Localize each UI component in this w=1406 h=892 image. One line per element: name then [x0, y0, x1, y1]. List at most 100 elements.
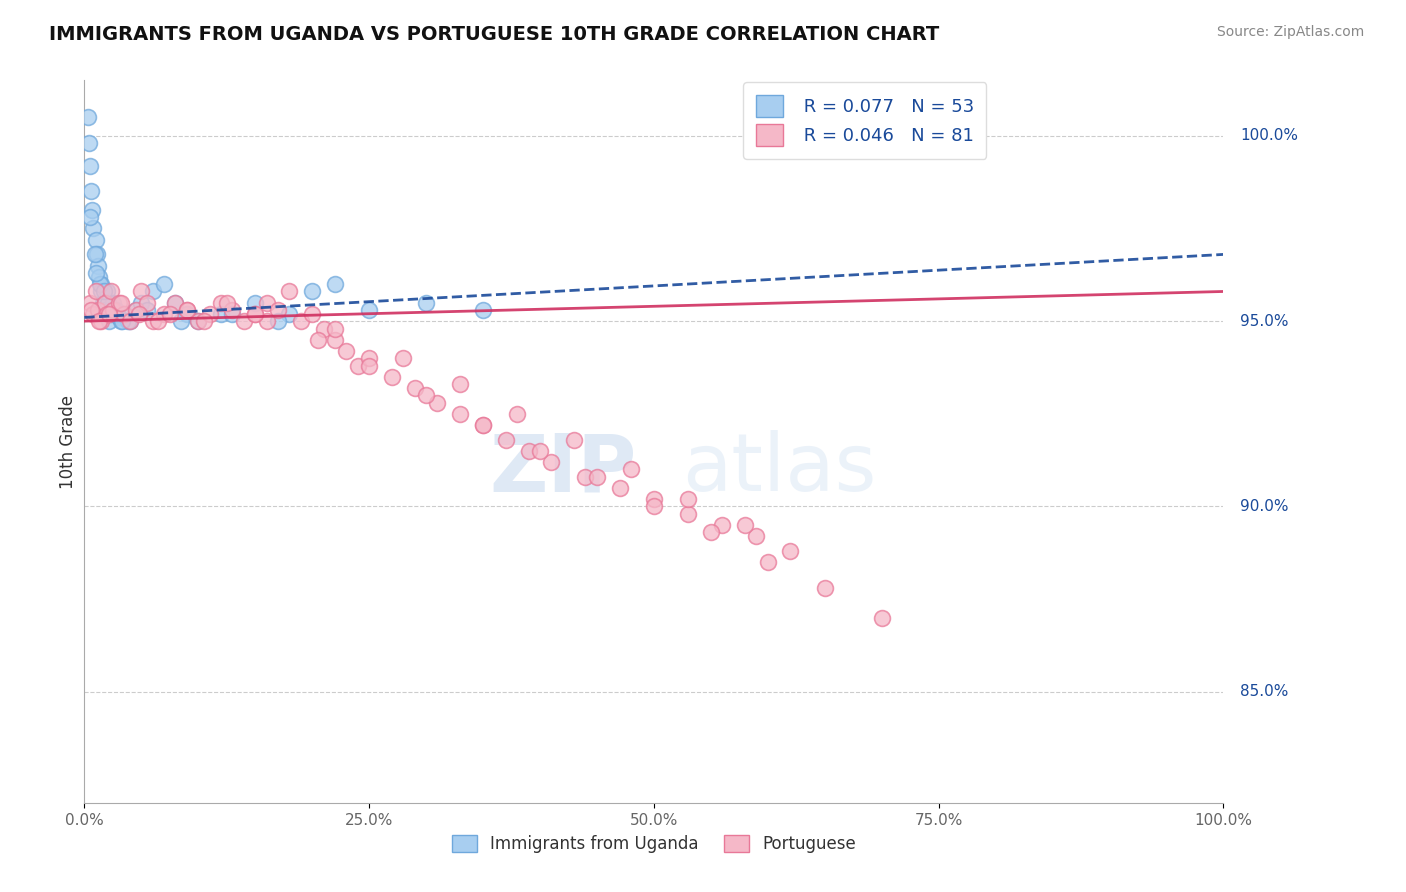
Point: [91, 295, 114, 310]
Point: [82, 221, 104, 235]
Point: [79, 159, 101, 173]
Point: [415, 295, 437, 310]
Point: [87, 259, 110, 273]
Point: [734, 517, 756, 532]
Point: [142, 285, 165, 299]
Point: [124, 303, 146, 318]
Point: [381, 369, 404, 384]
Point: [267, 314, 290, 328]
Point: [562, 433, 585, 447]
Point: [198, 307, 221, 321]
Point: [90, 285, 112, 299]
Point: [103, 303, 125, 318]
Point: [107, 310, 129, 325]
Point: [94, 295, 117, 310]
Point: [415, 388, 437, 402]
Point: [392, 351, 415, 366]
Point: [98, 314, 121, 328]
Point: [80, 185, 103, 199]
Point: [472, 303, 495, 318]
Point: [221, 307, 243, 321]
Text: 85.0%: 85.0%: [1240, 684, 1289, 699]
Point: [90, 314, 112, 328]
Point: [90, 277, 112, 291]
Point: [187, 314, 209, 328]
Point: [676, 507, 699, 521]
Point: [100, 285, 122, 299]
Point: [93, 285, 115, 299]
Point: [323, 321, 346, 335]
Point: [86, 247, 108, 261]
Point: [112, 307, 135, 321]
Point: [117, 314, 139, 328]
Text: 95.0%: 95.0%: [1240, 314, 1289, 328]
Point: [245, 307, 267, 321]
Point: [506, 407, 529, 421]
Point: [100, 307, 122, 321]
Point: [97, 295, 120, 310]
Point: [711, 517, 734, 532]
Point: [620, 462, 643, 476]
Point: [118, 314, 141, 328]
Point: [98, 307, 121, 321]
Point: [449, 407, 471, 421]
Point: [307, 333, 329, 347]
Point: [301, 285, 323, 299]
Point: [84, 233, 107, 247]
Point: [136, 295, 159, 310]
Point: [232, 314, 254, 328]
Point: [77, 136, 100, 151]
Point: [517, 443, 540, 458]
Point: [142, 314, 165, 328]
Point: [159, 307, 181, 321]
Point: [153, 277, 176, 291]
Point: [700, 525, 723, 540]
Point: [131, 295, 153, 310]
Point: [101, 303, 124, 318]
Point: [165, 295, 187, 310]
Text: Source: ZipAtlas.com: Source: ZipAtlas.com: [1216, 25, 1364, 39]
Point: [96, 307, 118, 321]
Point: [94, 303, 117, 318]
Point: [756, 555, 779, 569]
Point: [193, 314, 215, 328]
Point: [101, 295, 124, 310]
Point: [301, 307, 323, 321]
Point: [165, 295, 187, 310]
Point: [472, 417, 495, 432]
Point: [278, 285, 301, 299]
Point: [256, 295, 278, 310]
Point: [574, 469, 596, 483]
Point: [609, 481, 631, 495]
Point: [495, 433, 517, 447]
Point: [256, 314, 278, 328]
Point: [176, 303, 198, 318]
Point: [89, 269, 111, 284]
Point: [107, 295, 129, 310]
Point: [84, 266, 107, 280]
Point: [676, 491, 699, 506]
Point: [643, 491, 665, 506]
Point: [346, 359, 368, 373]
Point: [359, 351, 381, 366]
Text: atlas: atlas: [682, 430, 876, 508]
Point: [153, 307, 176, 321]
Point: [124, 303, 146, 318]
Legend: Immigrants from Uganda, Portuguese: Immigrants from Uganda, Portuguese: [446, 828, 862, 860]
Point: [87, 303, 110, 318]
Point: [176, 303, 198, 318]
Point: [312, 321, 335, 335]
Point: [176, 307, 198, 321]
Point: [540, 455, 562, 469]
Text: 100.0%: 100.0%: [1240, 128, 1298, 144]
Point: [643, 500, 665, 514]
Point: [148, 314, 170, 328]
Point: [76, 111, 98, 125]
Text: 90.0%: 90.0%: [1240, 499, 1289, 514]
Point: [170, 314, 193, 328]
Point: [404, 381, 426, 395]
Point: [359, 359, 381, 373]
Point: [335, 343, 357, 358]
Point: [814, 581, 837, 595]
Text: ZIP: ZIP: [489, 430, 637, 508]
